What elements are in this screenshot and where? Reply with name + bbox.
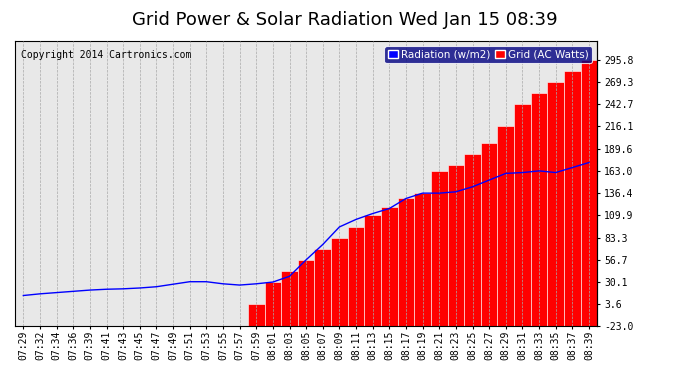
Bar [497,126,514,327]
Bar [381,207,397,327]
Bar [248,304,264,327]
Bar [414,193,431,327]
Text: Grid Power & Solar Radiation Wed Jan 15 08:39: Grid Power & Solar Radiation Wed Jan 15 … [132,11,558,29]
Bar [264,282,282,327]
Bar [514,104,531,327]
Bar [298,260,315,327]
Bar [564,71,581,327]
Bar [464,154,481,327]
Bar [331,237,348,327]
Bar [282,271,298,327]
Legend: Radiation (w/m2), Grid (AC Watts): Radiation (w/m2), Grid (AC Watts) [384,46,592,63]
Bar [315,249,331,327]
Bar [397,198,414,327]
Bar [348,227,364,327]
Text: Copyright 2014 Cartronics.com: Copyright 2014 Cartronics.com [21,50,191,60]
Bar [581,60,598,327]
Bar [547,82,564,327]
Bar [531,93,547,327]
Bar [481,143,497,327]
Bar [431,171,448,327]
Bar [448,165,464,327]
Bar [364,215,381,327]
